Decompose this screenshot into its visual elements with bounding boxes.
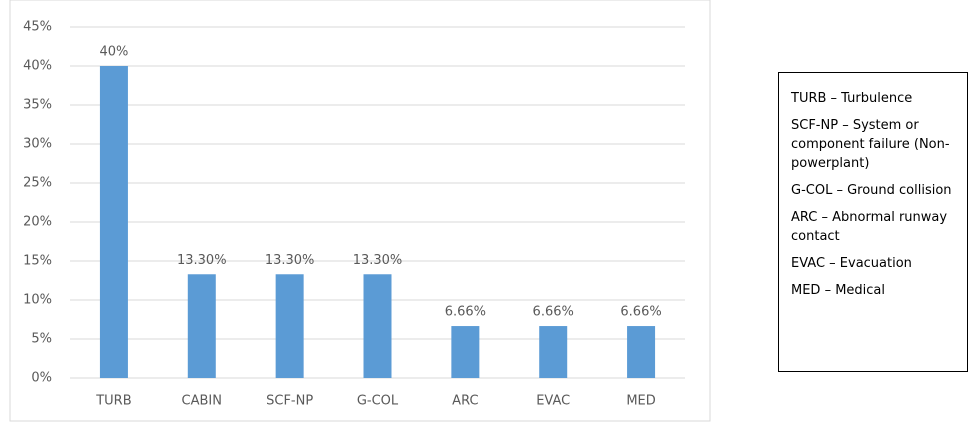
bar	[99, 66, 128, 378]
key-box: TURB – Turbulence SCF-NP – System or comp…	[778, 72, 968, 372]
y-tick-label: 30%	[23, 137, 52, 152]
value-label: 40%	[99, 45, 128, 60]
bar	[451, 326, 480, 378]
value-label: 13.30%	[177, 253, 227, 268]
bar	[275, 274, 304, 378]
value-label: 6.66%	[445, 305, 486, 320]
y-tick-label: 15%	[23, 254, 52, 269]
chart-border	[9, 0, 711, 422]
key-note: G-COL – Ground collision	[791, 183, 952, 198]
value-label: 6.66%	[620, 305, 661, 320]
value-label: 13.30%	[265, 253, 315, 268]
x-tick-label: G-COL	[357, 394, 399, 409]
value-label: 13.30%	[353, 253, 403, 268]
y-tick-label: 0%	[31, 371, 52, 386]
x-tick-label: MED	[626, 394, 655, 409]
key-note: TURB – Turbulence	[791, 91, 913, 106]
x-tick-label: SCF-NP	[266, 394, 313, 409]
bar	[627, 326, 656, 378]
x-tick-label: ARC	[452, 394, 478, 409]
key-note: ARC – Abnormal runway contact	[791, 210, 948, 244]
bar	[539, 326, 568, 378]
y-tick-label: 35%	[23, 98, 52, 113]
y-tick-label: 10%	[23, 293, 52, 308]
value-label: 6.66%	[533, 305, 574, 320]
y-tick-label: 40%	[23, 59, 52, 74]
x-tick-label: TURB	[95, 394, 131, 409]
bar	[363, 274, 392, 378]
y-tick-label: 20%	[23, 215, 52, 230]
bar	[187, 274, 216, 378]
x-tick-label: EVAC	[536, 394, 570, 409]
key-note: EVAC – Evacuation	[791, 256, 912, 271]
y-tick-label: 25%	[23, 176, 52, 191]
key-note: MED – Medical	[791, 283, 886, 298]
x-tick-label: CABIN	[182, 394, 222, 409]
key-note: SCF-NP – System or component failure (No…	[791, 118, 950, 171]
y-tick-label: 45%	[23, 20, 52, 35]
y-tick-label: 5%	[31, 332, 52, 347]
